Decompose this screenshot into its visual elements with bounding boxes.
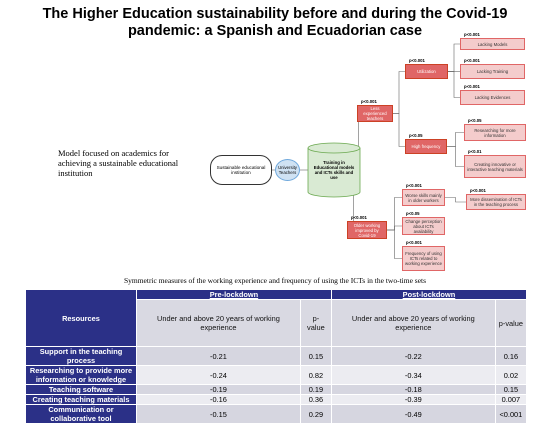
diagram-edges — [272, 43, 466, 259]
edge — [445, 197, 466, 203]
row-header: Communication or collaborative tool — [25, 404, 137, 424]
row-header: Creating teaching materials — [25, 394, 137, 405]
edge — [393, 113, 405, 147]
table-cell: 0.36 — [299, 394, 332, 405]
title: The Higher Education sustainability befo… — [42, 6, 508, 39]
edge — [387, 229, 402, 259]
node-label: Sustainable educational institution — [210, 155, 272, 185]
node-label: Lacking Models — [460, 38, 525, 50]
table-cell: 0.007 — [494, 394, 528, 405]
edge — [448, 71, 460, 98]
table-cell: -0.21 — [136, 346, 301, 366]
cylinder-top — [307, 147, 361, 154]
node-label: Change perception about ICTs availabilit… — [402, 217, 445, 235]
column-header: Under and above 20 years of working expe… — [136, 299, 301, 347]
edge — [448, 43, 460, 72]
p-value: p<0.001 — [361, 99, 377, 104]
p-value: p<0.05 — [409, 133, 423, 138]
p-value: p<0.001 — [470, 188, 486, 193]
node-label: High frequency — [405, 139, 447, 154]
node-label: Worse skills mainly in older workers — [402, 189, 445, 206]
table-cell: 0.16 — [494, 346, 528, 366]
table-row: Creating teaching materials -0.16 0.36 -0.3… — [25, 394, 528, 405]
p-value: p<0.001 — [464, 58, 480, 63]
node-label: Lacking Evidences — [460, 90, 525, 105]
table-caption: Symmetric measures of the working experi… — [123, 276, 427, 285]
edge — [387, 225, 402, 231]
column-header: Under and above 20 years of working expe… — [330, 299, 496, 347]
table-cell: 0.15 — [299, 346, 332, 366]
node-label: Less experienced teachers — [357, 105, 393, 122]
table-row: Teaching software -0.19 0.19 -0.18 0.15 — [25, 384, 528, 395]
table: Resources Pre-lockdown Post-lockdown Und… — [25, 289, 528, 424]
edge — [393, 71, 405, 114]
table-cell: -0.18 — [330, 384, 496, 395]
column-header: p-value — [299, 299, 332, 347]
table-row: Communication or collaborative tool -0.15… — [25, 404, 528, 424]
table-row: Researching to provide more information … — [25, 365, 528, 385]
row-header: Support in the teaching process — [25, 346, 137, 366]
node-label: University Teachers — [275, 159, 300, 181]
table-cell: -0.16 — [136, 394, 301, 405]
group-header: Post-lockdown — [330, 289, 528, 300]
edge — [387, 197, 402, 231]
table-cell: 0.29 — [299, 404, 332, 424]
p-value: p<0.001 — [406, 183, 422, 188]
node-label: Utilization — [405, 64, 448, 79]
p-value: p<0.05 — [406, 211, 420, 216]
p-value: p<0.001 — [409, 58, 425, 63]
node-label: Researching for more information — [464, 124, 526, 141]
p-value: p<0.001 — [464, 84, 480, 89]
table-cell: -0.15 — [136, 404, 301, 424]
table-cell: -0.24 — [136, 365, 301, 385]
p-value: p<0.01 — [468, 149, 482, 154]
node-label: Lacking Training — [460, 64, 525, 79]
table-cell: 0.02 — [494, 365, 528, 385]
column-header: p-value — [494, 299, 528, 347]
row-header: Teaching software — [25, 384, 137, 395]
table-cell: -0.34 — [330, 365, 496, 385]
table-cell: 0.15 — [494, 384, 528, 395]
table-cell: -0.49 — [330, 404, 496, 424]
table-cell: 0.19 — [299, 384, 332, 395]
node-label: Training in Educational models and ICTs … — [313, 160, 355, 180]
cylinder — [307, 142, 361, 198]
edge — [447, 132, 464, 147]
node-label: Older working improved by Covid-19 — [347, 221, 387, 239]
table-cell: -0.39 — [330, 394, 496, 405]
p-value: p<0.001 — [406, 240, 422, 245]
table-row: Support in the teaching process -0.21 0.15… — [25, 346, 528, 366]
group-header: Pre-lockdown — [136, 289, 332, 300]
edge — [447, 146, 464, 167]
table-cell: -0.22 — [330, 346, 496, 366]
table-cell: 0.82 — [299, 365, 332, 385]
node-label: Frequency of using ICTs related to worki… — [402, 246, 445, 271]
p-value: p<0.05 — [468, 118, 482, 123]
table-cell: -0.19 — [136, 384, 301, 395]
p-value: p<0.001 — [351, 215, 367, 220]
p-value: p<0.001 — [464, 32, 480, 37]
node-label: Creating innovative or interactive teach… — [464, 155, 526, 178]
node-label: More dissemination of ICTs in the teachi… — [466, 194, 526, 210]
header-cell: Resources — [25, 289, 137, 347]
model-text: Model focused on academics for achieving… — [58, 148, 179, 178]
row-header: Researching to provide more information … — [25, 365, 137, 385]
table-cell: <0.001 — [494, 404, 528, 424]
